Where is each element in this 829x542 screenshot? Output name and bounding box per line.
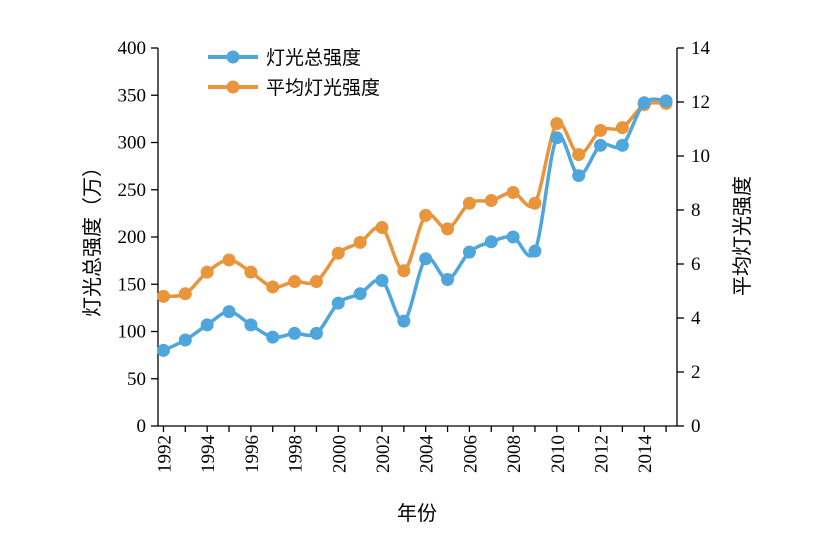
series-1-point [528,244,542,258]
series-1-point [659,94,673,108]
series-2-point [353,235,367,249]
series-1-point [550,131,564,145]
x-tick-label: 1992 [154,435,175,473]
series-1-point [462,245,476,259]
series-2-point [594,123,608,137]
series-layer [156,94,673,357]
series-2-point [484,194,498,208]
x-tick-label: 2002 [373,435,394,473]
series-2-point [528,196,542,210]
x-tick-label: 2008 [504,435,525,473]
x-axis-title: 年份 [397,501,437,525]
series-2 [156,96,673,303]
left-y-tick-label: 400 [118,38,147,59]
series-1-point [266,330,280,344]
left-y-tick-label: 0 [137,416,147,437]
x-tick-label: 2014 [635,435,656,474]
legend-entry-series-2: 平均灯光强度 [208,77,380,99]
right-y-tick-label: 2 [691,362,701,383]
series-2-point [178,287,192,301]
series-1-point [572,169,586,183]
series-2-point [331,246,345,260]
series-1-point [615,138,629,152]
left-y-tick-label: 100 [118,322,147,343]
left-y-axis-title: 灯光总强度（万） [80,157,104,317]
x-ticks: 1992 1994 1996 1998 2000 2002 2004 2006 2008 2010… [154,426,667,474]
series-1-point [331,296,345,310]
series-1-point [288,326,302,340]
legend: 灯光总强度 平均灯光强度 [208,47,380,99]
right-y-tick-label: 6 [691,254,701,275]
legend-marker-series-1 [226,50,240,64]
x-tick-label: 2010 [548,435,569,473]
series-1-point [484,235,498,249]
series-1-point [156,343,170,357]
right-y-tick-label: 0 [691,416,701,437]
series-2-point [156,289,170,303]
series-2-point [572,148,586,162]
series-1-point [397,314,411,328]
series-1-point [244,318,258,332]
right-y-tick-label: 10 [691,146,710,167]
series-1-point [375,273,389,287]
series-2-point [266,280,280,294]
series-1-point [353,287,367,301]
left-y-tick-label: 200 [118,227,147,248]
left-y-ticks: 0 50 100 150 200 250 300 350 400 [118,38,158,437]
left-y-tick-label: 150 [118,274,147,295]
series-2-point [200,265,214,279]
series-1-point [222,305,236,319]
left-y-tick-label: 250 [118,180,147,201]
left-y-tick-label: 50 [127,369,146,390]
series-1-point [441,273,455,287]
x-tick-label: 1998 [286,435,307,473]
series-2-point [288,275,302,289]
series-1-point [506,230,520,244]
x-tick-label: 2012 [592,435,613,473]
right-y-tick-label: 8 [691,200,701,221]
series-1-point [200,318,214,332]
series-2-line [163,100,667,299]
right-y-tick-label: 12 [691,92,710,113]
legend-label-series-1: 灯光总强度 [266,47,361,69]
series-1-point [419,252,433,266]
series-2-point [375,221,389,235]
series-2-point [615,121,629,135]
series-1-point [309,326,323,340]
series-1 [156,94,673,357]
series-2-point [441,222,455,236]
left-y-tick-label: 350 [118,85,147,106]
series-1-point [637,96,651,110]
right-y-tick-label: 14 [691,38,711,59]
series-1-point [178,333,192,347]
series-1-line [162,97,667,352]
x-tick-label: 1994 [198,435,219,474]
right-y-ticks: 0 2 4 6 8 10 12 14 [677,38,711,437]
series-2-point [397,264,411,278]
legend-marker-series-2 [226,80,240,94]
series-2-point [244,265,258,279]
series-2-point [419,208,433,222]
series-2-point [462,196,476,210]
x-tick-label: 2004 [417,435,438,474]
legend-label-series-2: 平均灯光强度 [266,77,380,99]
legend-entry-series-1: 灯光总强度 [208,47,361,69]
series-2-point [222,253,236,267]
x-tick-label: 2000 [329,435,350,473]
series-1-point [594,138,608,152]
x-tick-label: 1996 [242,435,263,473]
x-tick-label: 2006 [460,435,481,473]
series-2-point [506,185,520,199]
series-2-point [309,275,323,289]
left-y-tick-label: 300 [118,133,147,154]
series-2-point [550,117,564,131]
right-y-tick-label: 4 [691,308,701,329]
right-y-axis-title: 平均灯光强度 [730,176,754,296]
